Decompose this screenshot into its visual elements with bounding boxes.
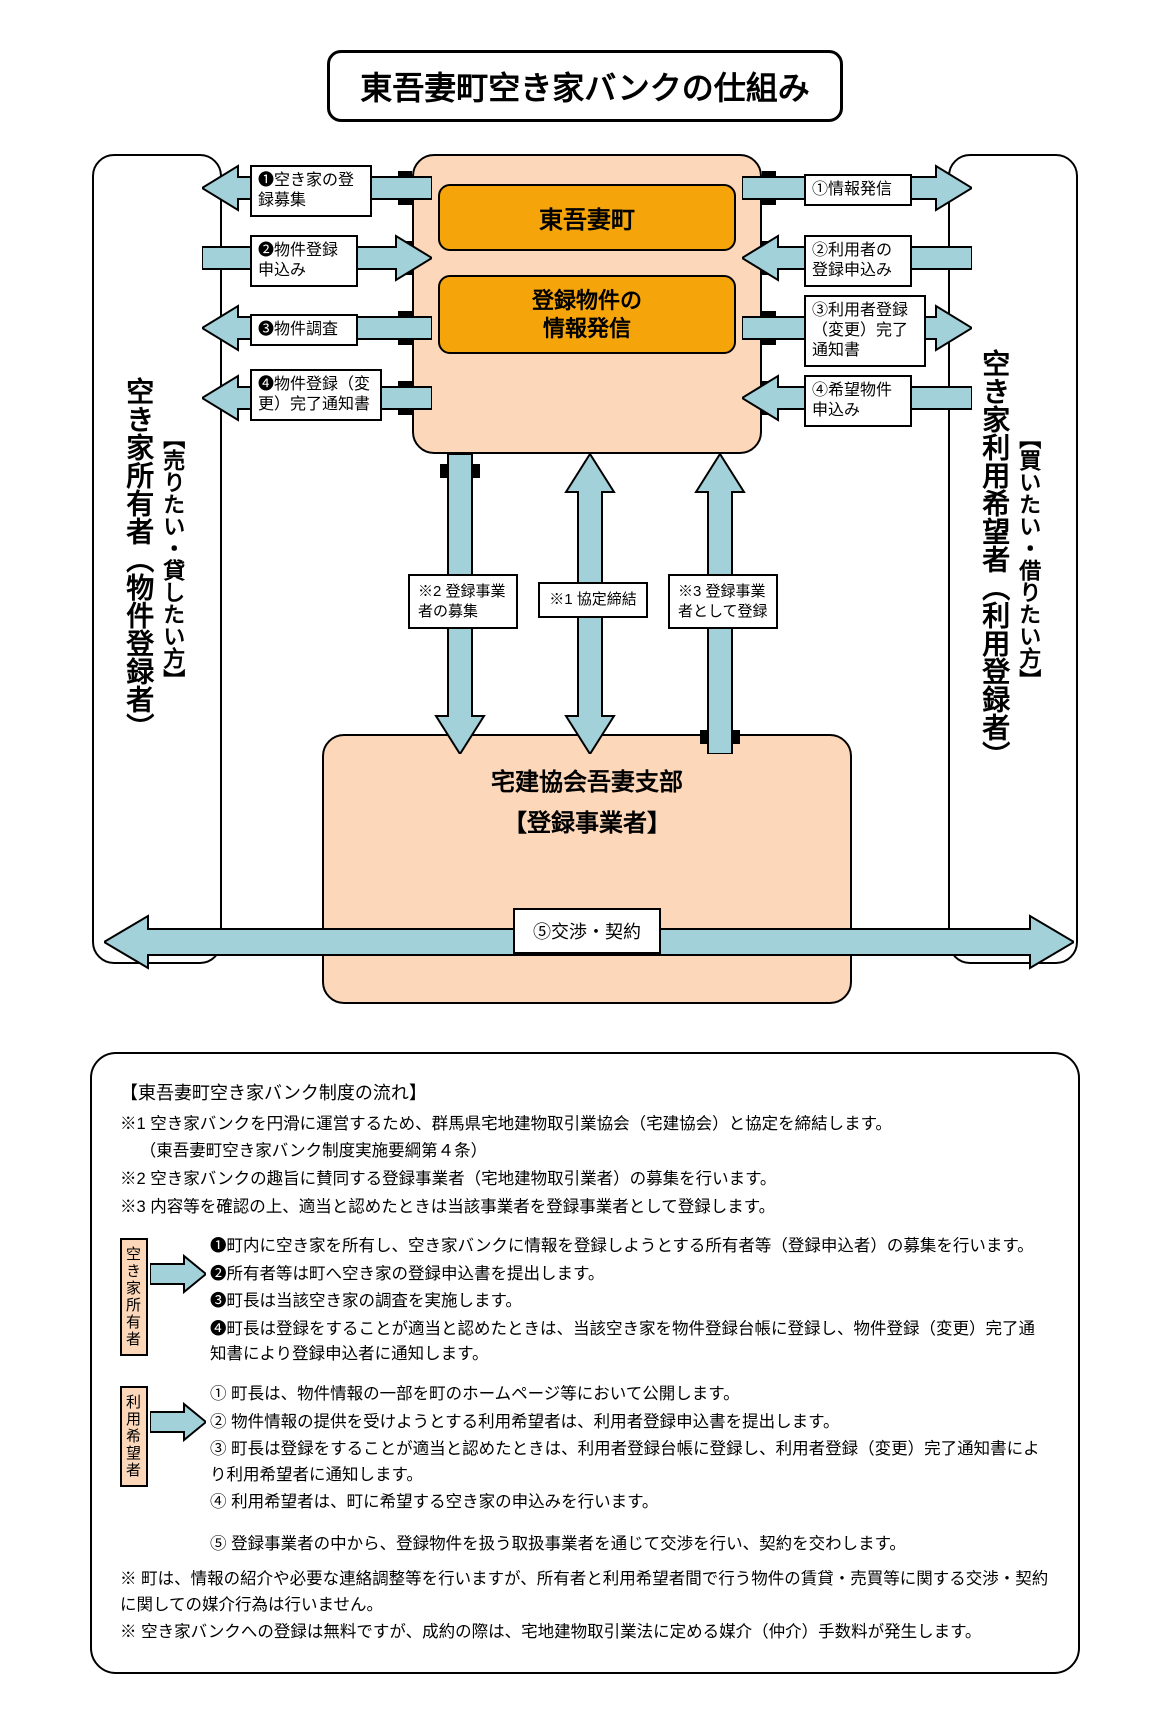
explain-pre-4: ※3 内容等を確認の上、適当と認めたときは当該事業者を登録事業者として登録します… xyxy=(120,1195,1050,1221)
town-info: 登録物件の 情報発信 xyxy=(438,275,736,354)
actor-user-sub: 【買いたい・借りたい方】 xyxy=(1012,427,1044,691)
assoc-name: 宅建協会吾妻支部 xyxy=(348,762,826,797)
user-step-3: ③ 町長は登録をすることが適当と認めたときは、利用者登録台帳に登録し、利用者登録… xyxy=(210,1437,1050,1488)
owner-step-3: ❸町長は当該空き家の調査を実施します。 xyxy=(210,1289,1050,1315)
right-step-4: ④希望物件申込み xyxy=(804,375,912,427)
explain-note-1: ※ 町は、情報の紹介や必要な連絡調整等を行いますが、所有者と利用希望者間で行う物… xyxy=(120,1567,1050,1618)
left-step-2: ❷物件登録申込み xyxy=(250,235,358,287)
arrow-right-icon xyxy=(150,1402,206,1442)
owner-tag: 空き家所有者 xyxy=(120,1238,148,1356)
owner-step-4: ❹町長は登録をすることが適当と認めたときは、当該空き家を物件登録台帳に登録し、物… xyxy=(210,1317,1050,1368)
explanation-panel: 【東吾妻町空き家バンク制度の流れ】 ※1 空き家バンクを円滑に運営するため、群馬… xyxy=(90,1052,1080,1674)
explain-pre-3: ※2 空き家バンクの趣旨に賛同する登録事業者（宅地建物取引業者）の募集を行います… xyxy=(120,1167,1050,1193)
center-town: 東吾妻町 登録物件の 情報発信 xyxy=(412,154,762,454)
left-step-4: ❹物件登録（変更）完了通知書 xyxy=(250,369,382,421)
owner-step-2: ❷所有者等は町へ空き家の登録申込書を提出します。 xyxy=(210,1262,1050,1288)
owner-block: 空き家所有者 ❶町内に空き家を所有し、空き家バンクに情報を登録しようとする所有者… xyxy=(120,1234,1050,1368)
page-title: 東吾妻町空き家バンクの仕組み xyxy=(327,50,843,122)
mid-note-1: ※2 登録事業者の募集 xyxy=(408,574,518,629)
user-block: 利用希望者 ① 町長は、物件情報の一部を町のホームページ等において公開します。 … xyxy=(120,1382,1050,1516)
explain-final: ⑤ 登録事業者の中から、登録物件を扱う取扱事業者を通じて交渉を行い、契約を交わし… xyxy=(120,1532,1050,1558)
arrow-right-icon xyxy=(150,1254,206,1294)
town-name: 東吾妻町 xyxy=(438,184,736,251)
explain-heading: 【東吾妻町空き家バンク制度の流れ】 xyxy=(120,1080,1050,1108)
explain-notes: ※ 町は、情報の紹介や必要な連絡調整等を行いますが、所有者と利用希望者間で行う物… xyxy=(120,1567,1050,1646)
user-tag: 利用希望者 xyxy=(120,1386,148,1487)
explain-note-2: ※ 空き家バンクへの登録は無料ですが、成約の際は、宅地建物取引業法に定める媒介（… xyxy=(120,1620,1050,1646)
step5-label: ⑤交渉・契約 xyxy=(513,908,661,954)
actor-owner-sub: 【売りたい・貸したい方】 xyxy=(156,427,188,691)
right-step-2: ②利用者の登録申込み xyxy=(804,235,912,287)
actor-user-title: 空き家利用希望者（利用登録者） xyxy=(976,349,1012,769)
actor-owner-title: 空き家所有者（物件登録者） xyxy=(120,377,156,741)
user-step-2: ② 物件情報の提供を受けようとする利用希望者は、利用者登録申込書を提出します。 xyxy=(210,1410,1050,1436)
left-step-1: ❶空き家の登録募集 xyxy=(250,165,372,217)
flow-diagram: 空き家所有者（物件登録者） 【売りたい・貸したい方】 空き家利用希望者（利用登録… xyxy=(90,152,1080,1032)
explain-pre-1: ※1 空き家バンクを円滑に運営するため、群馬県宅地建物取引業協会（宅建協会）と協… xyxy=(120,1112,1050,1138)
user-step-4: ④ 利用希望者は、町に希望する空き家の申込みを行います。 xyxy=(210,1490,1050,1516)
right-step-1: ①情報発信 xyxy=(804,174,912,206)
left-step-3: ❸物件調査 xyxy=(250,314,358,346)
owner-step-1: ❶町内に空き家を所有し、空き家バンクに情報を登録しようとする所有者等（登録申込者… xyxy=(210,1234,1050,1260)
association: 宅建協会吾妻支部 【登録事業者】 ⑤交渉・契約 xyxy=(322,734,852,1004)
assoc-role: 【登録事業者】 xyxy=(348,803,826,838)
mid-note-2: ※1 協定締結 xyxy=(538,582,648,618)
mid-note-3: ※3 登録事業者として登録 xyxy=(668,574,778,629)
user-step-1: ① 町長は、物件情報の一部を町のホームページ等において公開します。 xyxy=(210,1382,1050,1408)
right-step-3: ③利用者登録（変更）完了通知書 xyxy=(804,295,926,367)
explain-pre-2: （東吾妻町空き家バンク制度実施要綱第４条） xyxy=(120,1139,1050,1165)
